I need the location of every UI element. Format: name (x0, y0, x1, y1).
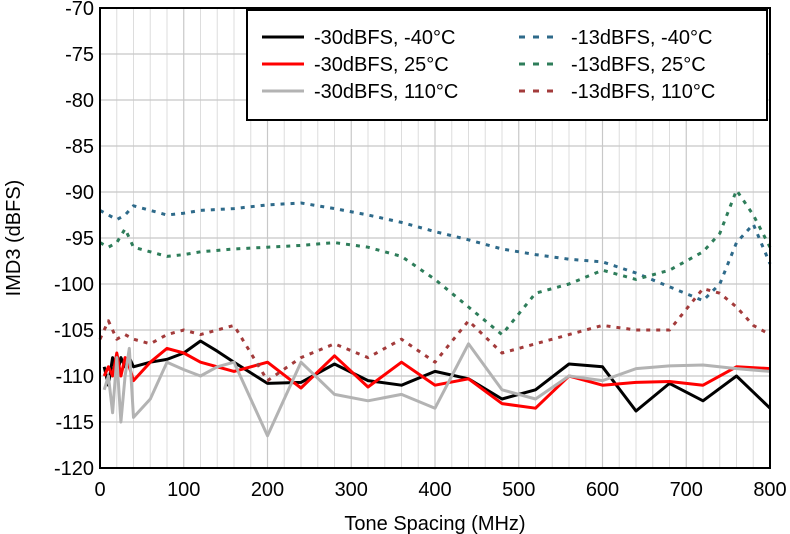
legend-box (246, 9, 768, 121)
y-tick-label: -115 (55, 412, 94, 434)
legend-label: -13dBFS, 110°C (571, 81, 715, 103)
x-tick-label: 100 (167, 479, 200, 501)
y-tick-label: -100 (54, 274, 94, 296)
x-tick-label: 500 (502, 479, 535, 501)
legend-label: -30dBFS, 25°C (314, 54, 449, 76)
y-tick-label: -70 (65, 0, 94, 20)
legend-label: -13dBFS, 25°C (571, 54, 706, 76)
y-tick-label: -80 (65, 90, 94, 112)
legend-label: -13dBFS, -40°C (571, 27, 712, 49)
y-tick-label: -85 (65, 136, 94, 158)
x-tick-label: 800 (753, 479, 786, 501)
y-tick-label: -75 (65, 44, 94, 66)
series-line-2 (102, 346, 771, 410)
x-tick-label: 600 (586, 479, 619, 501)
x-tick-label: 400 (418, 479, 451, 501)
plot-frame (99, 7, 771, 469)
series-line-6 (98, 287, 771, 383)
series-lines (98, 188, 772, 438)
y-tick-label: -105 (54, 320, 94, 342)
x-axis-title: Tone Spacing (MHz) (344, 513, 525, 534)
y-axis-title: IMD3 (dBFS) (3, 180, 25, 297)
y-tick-label: -90 (65, 182, 94, 204)
y-tick-label: -95 (65, 228, 94, 250)
x-tick-label: 700 (670, 479, 703, 501)
series-line-3 (102, 342, 771, 438)
legend: -30dBFS, -40°C -30dBFS, 25°C -30dBFS, 110°… (246, 9, 768, 121)
legend-label: -30dBFS, 110°C (314, 81, 458, 103)
tick-labels: 0 100 200 300 400 500 600 700 800 -70 -75 -80 -85 -90… (54, 0, 787, 501)
x-tick-label: 200 (251, 479, 284, 501)
x-tick-label: 300 (335, 479, 368, 501)
y-tick-label: -120 (54, 458, 94, 480)
y-tick-label: -110 (55, 366, 94, 388)
x-tick-label: 0 (94, 479, 105, 501)
legend-label: -30dBFS, -40°C (314, 27, 455, 49)
